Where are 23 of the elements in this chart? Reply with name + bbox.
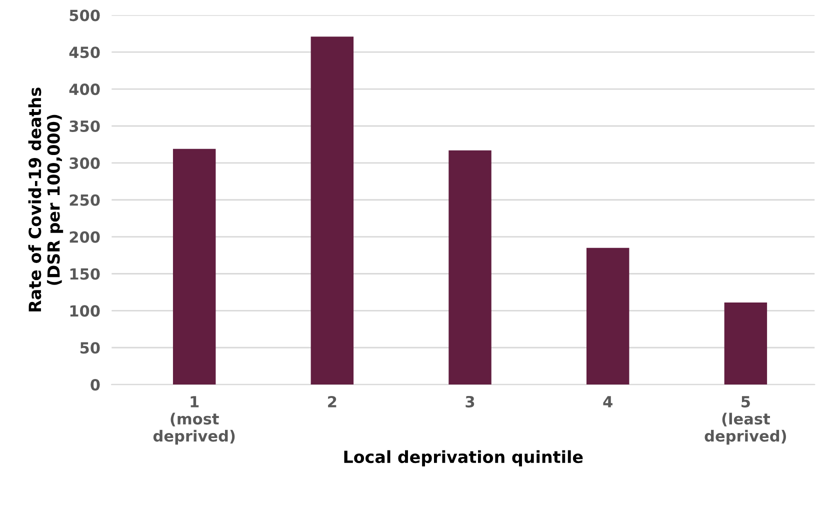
y-axis-title: Rate of Covid-19 deaths (DSR per 100,000) — [28, 88, 64, 312]
y-tick-label: 400 — [69, 84, 100, 96]
x-tick-label: 5 (least deprived) — [704, 396, 786, 445]
bar — [586, 248, 630, 385]
x-tick-label: 4 — [603, 396, 612, 408]
y-tick-label: 350 — [70, 120, 100, 132]
y-tick-label: 200 — [70, 231, 100, 243]
y-tick-label: 50 — [80, 342, 100, 354]
bar — [172, 148, 216, 385]
x-tick-label: 1 (most deprived) — [153, 396, 235, 445]
y-tick-label: 500 — [70, 10, 100, 22]
x-tick-label: 2 — [328, 396, 336, 408]
x-tick-label: 3 — [466, 396, 474, 408]
bar — [448, 150, 492, 385]
bar — [724, 302, 768, 385]
y-tick-label: 250 — [70, 194, 100, 206]
y-tick-label: 300 — [70, 157, 100, 169]
y-tick-label: 450 — [69, 46, 100, 58]
bar — [310, 36, 354, 385]
y-tick-label: 0 — [90, 379, 100, 391]
y-tick-label: 100 — [70, 305, 100, 317]
y-tick-label: 150 — [70, 268, 100, 280]
x-axis-title: Local deprivation quintile — [344, 450, 583, 466]
